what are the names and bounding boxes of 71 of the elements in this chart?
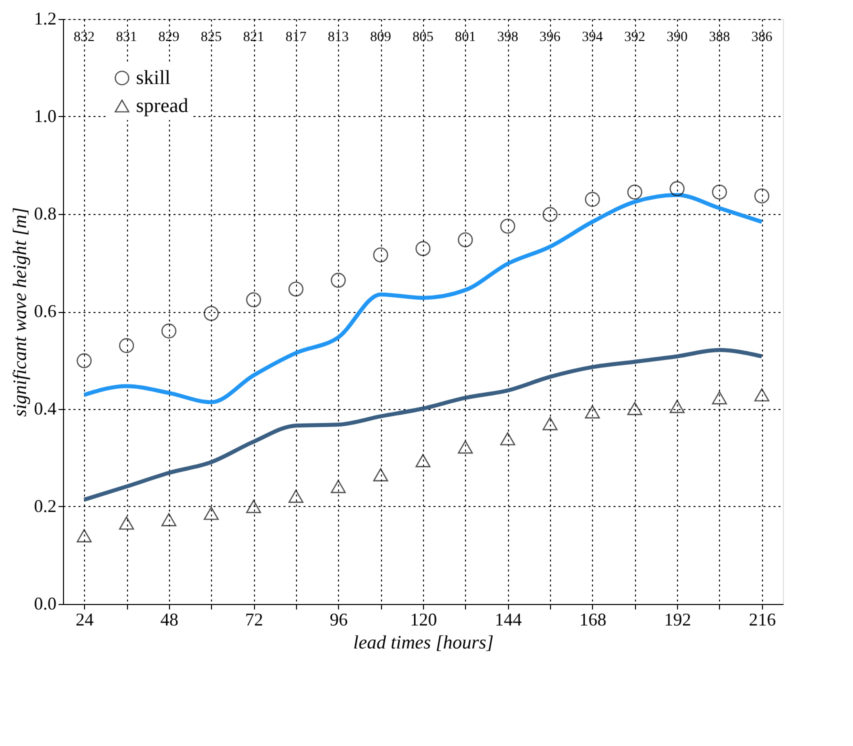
point <box>119 516 134 530</box>
x-tick-label: 48 <box>160 610 178 630</box>
point <box>161 324 176 338</box>
point <box>670 400 685 414</box>
annotation: 386 <box>751 30 772 45</box>
point <box>76 529 92 542</box>
y-tick-label: 0.4 <box>34 398 56 418</box>
annotation: 825 <box>200 30 222 45</box>
point <box>161 513 176 526</box>
line-series <box>82 192 764 404</box>
annotation: 809 <box>370 30 392 45</box>
y-tick-label: 0.6 <box>34 301 56 321</box>
point <box>458 232 473 248</box>
point <box>416 454 430 468</box>
point <box>754 188 770 204</box>
legend-label: skill <box>136 67 171 89</box>
point <box>670 181 685 196</box>
y-tick-label: 0.2 <box>34 496 56 516</box>
y-axis-title: significant wave height [m] <box>10 207 31 417</box>
annotation: 398 <box>497 30 518 45</box>
y-tick-label: 0.8 <box>34 204 56 224</box>
point <box>119 338 134 354</box>
x-axis-title: lead times [hours] <box>353 632 494 654</box>
annotation: 805 <box>412 30 434 45</box>
point <box>416 241 430 256</box>
legend-label: spread <box>136 95 188 117</box>
line-series <box>82 348 764 502</box>
y-tick-label: 0.0 <box>34 594 56 614</box>
point <box>288 282 304 297</box>
point <box>330 272 346 288</box>
point <box>500 218 516 234</box>
point <box>627 184 642 200</box>
point <box>288 490 304 503</box>
point <box>330 480 346 494</box>
point <box>373 468 388 482</box>
point <box>458 440 473 454</box>
point <box>627 402 642 416</box>
x-tick-label: 72 <box>245 610 264 630</box>
point <box>204 306 219 321</box>
x-tick-label: 168 <box>579 610 606 630</box>
x-tick-label: 24 <box>76 610 94 630</box>
point <box>204 506 219 520</box>
point <box>754 388 770 402</box>
y-tick-label: 1.0 <box>34 106 56 126</box>
x-tick-label: 120 <box>410 610 437 630</box>
annotation: 831 <box>116 30 138 45</box>
point <box>712 391 727 404</box>
annotation: 394 <box>582 30 603 45</box>
annotation: 832 <box>74 30 95 45</box>
annotation: 801 <box>454 30 476 45</box>
x-tick-label: 192 <box>664 610 692 630</box>
annotation: 396 <box>540 30 561 45</box>
annotation: 392 <box>624 30 646 45</box>
point <box>584 192 600 207</box>
annotation: 821 <box>243 30 264 45</box>
y-tick-label: 1.2 <box>34 8 56 28</box>
annotation: 390 <box>666 30 688 45</box>
point <box>712 184 727 200</box>
point <box>500 432 516 446</box>
point <box>246 292 262 308</box>
point <box>542 207 558 222</box>
point <box>246 500 262 514</box>
point <box>76 353 92 368</box>
annotation: 388 <box>708 30 730 45</box>
point <box>542 417 558 430</box>
x-tick-label: 216 <box>748 610 776 630</box>
point <box>373 247 388 262</box>
x-tick-label: 96 <box>330 610 348 630</box>
point <box>584 405 600 418</box>
x-tick-label: 144 <box>494 610 522 630</box>
annotation: 829 <box>158 30 180 45</box>
